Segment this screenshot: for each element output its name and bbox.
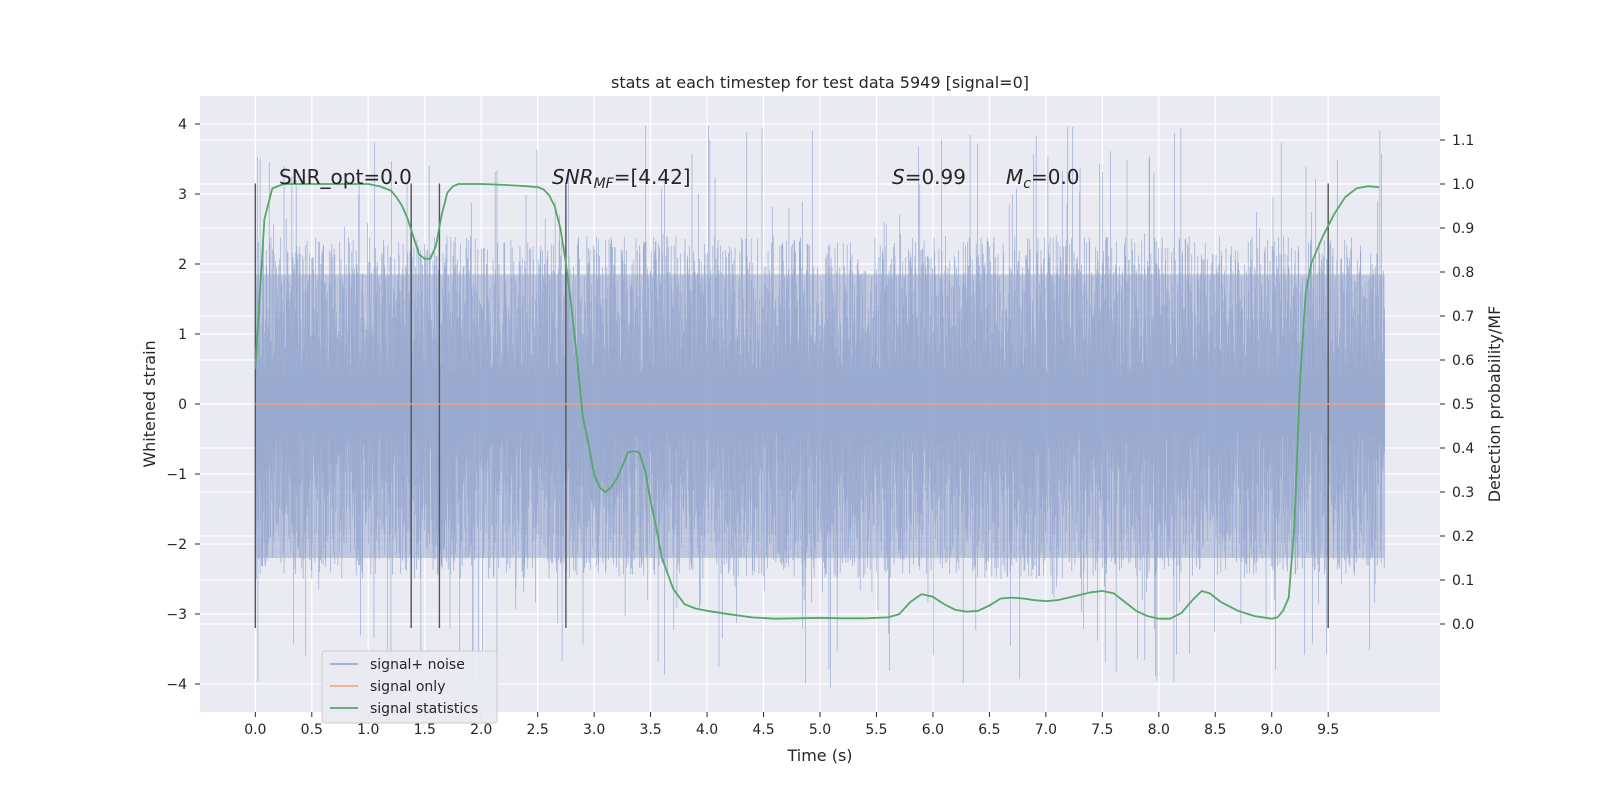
- y-right-tick-label: 0.1: [1452, 573, 1474, 589]
- x-tick-label: 5.0: [809, 722, 831, 738]
- x-tick-label: 3.0: [583, 722, 605, 738]
- y-left-tick-label: 4: [178, 117, 187, 133]
- annotation-snr-opt: SNR_opt=0.0: [279, 165, 412, 189]
- x-tick-label: 2.5: [527, 722, 549, 738]
- x-tick-label: 6.0: [922, 722, 944, 738]
- legend-label-noise: signal+ noise: [370, 657, 465, 673]
- y-right-tick-label: 0.8: [1452, 265, 1474, 281]
- x-tick-label: 7.0: [1035, 722, 1057, 738]
- x-tick-label: 8.0: [1148, 722, 1170, 738]
- x-tick-label: 0.0: [244, 722, 266, 738]
- x-tick-label: 1.5: [414, 722, 436, 738]
- y-right-tick-label: 1.0: [1452, 177, 1474, 193]
- x-tick-label: 9.5: [1317, 722, 1339, 738]
- y-left-tick-label: −3: [166, 607, 187, 623]
- x-tick-label: 4.0: [696, 722, 718, 738]
- x-tick-label: 4.5: [752, 722, 774, 738]
- annotation-mc: Mc=0.0: [1006, 165, 1080, 192]
- signal-noise-core: [255, 274, 1385, 558]
- y-left-tick-label: −2: [166, 537, 187, 553]
- x-tick-label: 5.5: [865, 722, 887, 738]
- x-axis-ticks: 0.0 0.5 1.0 1.5 2.0 2.5 3.0 3.5 4.0 4.5 5.0 5.5 6.0 6…: [244, 712, 1339, 738]
- annotation-snr-mf: SNRMF=[4.42]: [552, 165, 691, 192]
- y-right-tick-label: 0.0: [1452, 617, 1474, 633]
- legend-label-signal: signal only: [370, 679, 445, 695]
- y-left-tick-label: 2: [178, 257, 187, 273]
- x-tick-label: 7.5: [1091, 722, 1113, 738]
- y-right-tick-label: 0.7: [1452, 309, 1474, 325]
- y-axis-left-ticks: −4 −3 −2 −1 0 1 2 3 4: [166, 117, 200, 693]
- legend-box: [321, 650, 498, 724]
- y-right-tick-label: 0.4: [1452, 441, 1474, 457]
- y-right-tick-label: 0.6: [1452, 353, 1474, 369]
- x-axis-label: Time (s): [786, 746, 852, 765]
- y-axis-right-ticks: 0.0 0.1 0.2 0.3 0.4 0.5 0.6 0.7 0.8 0.9 1.0 1.1: [1440, 133, 1474, 633]
- y-right-tick-label: 1.1: [1452, 133, 1474, 149]
- y-axis-right-label: Detection probability/MF: [1485, 306, 1504, 503]
- legend-label-stats: signal statistics: [370, 701, 478, 717]
- signal-statistics-series: [254, 183, 1380, 620]
- x-tick-label: 3.5: [639, 722, 661, 738]
- y-right-tick-label: 0.2: [1452, 529, 1474, 545]
- x-tick-label: 8.5: [1204, 722, 1226, 738]
- x-tick-label: 6.5: [978, 722, 1000, 738]
- y-right-tick-label: 0.3: [1452, 485, 1474, 501]
- y-left-tick-label: −4: [166, 677, 187, 693]
- signal-noise-series: [254, 125, 1386, 688]
- y-left-tick-label: 1: [178, 327, 187, 343]
- x-tick-label: 0.5: [301, 722, 323, 738]
- y-right-tick-label: 0.9: [1452, 221, 1474, 237]
- annotation-s: S=0.99: [892, 165, 966, 189]
- x-tick-label: 1.0: [357, 722, 379, 738]
- y-left-tick-label: 0: [178, 397, 187, 413]
- legend: signal+ noise signal only signal statist…: [321, 650, 498, 724]
- chart-title: stats at each timestep for test data 594…: [611, 73, 1029, 92]
- y-right-tick-label: 0.5: [1452, 397, 1474, 413]
- y-left-tick-label: −1: [166, 467, 187, 483]
- x-tick-label: 9.0: [1261, 722, 1283, 738]
- x-tick-label: 2.0: [470, 722, 492, 738]
- y-left-tick-label: 3: [178, 187, 187, 203]
- signal-statistics-line: [254, 183, 1380, 620]
- y-axis-left-label: Whitened strain: [140, 340, 159, 467]
- vertical-markers: [254, 183, 1329, 628]
